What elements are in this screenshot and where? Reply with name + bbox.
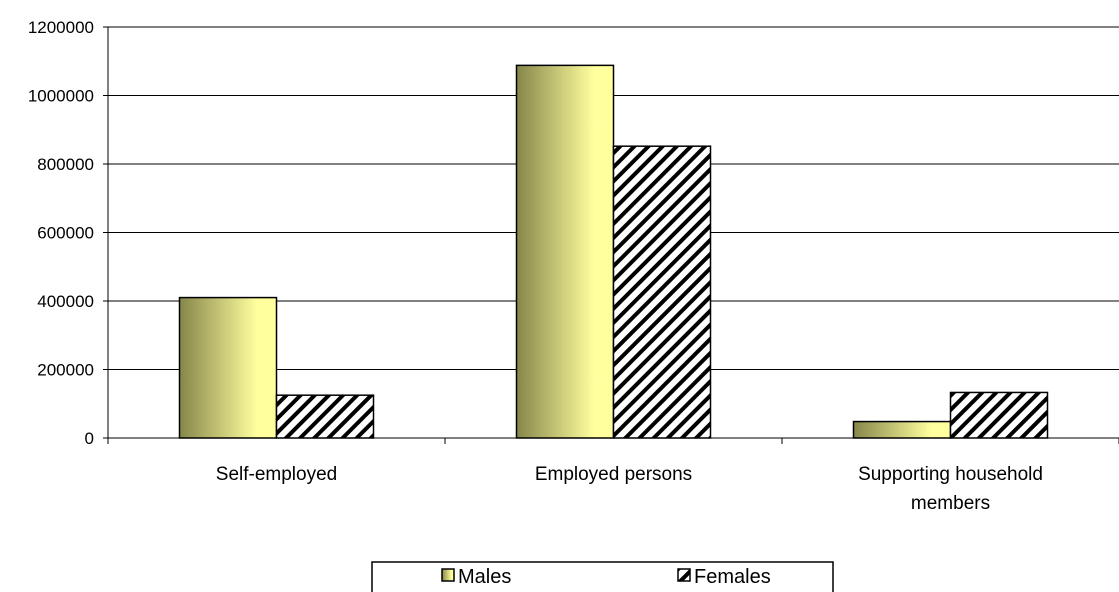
- y-tick-label: 200000: [37, 361, 94, 380]
- bar-males: [852, 420, 952, 439]
- x-category-label: Employed persons: [535, 464, 692, 485]
- x-axis-labels: Self-employed Employed persons Supporting …: [216, 464, 1043, 514]
- legend-swatch-males: [441, 568, 455, 582]
- bars: [178, 64, 1049, 439]
- y-axis-ticks: 0 200000 400000 600000 800000 1000000 1200000: [28, 18, 108, 448]
- bar-females: [949, 391, 1049, 439]
- legend: Males Females: [371, 561, 834, 592]
- bar-females: [612, 145, 712, 439]
- bar-males: [178, 296, 278, 439]
- x-category-label: Self-employed: [216, 464, 337, 485]
- legend-label-males: Males: [458, 566, 511, 588]
- x-category-label: Supporting household members: [858, 464, 1043, 514]
- y-tick-label: 0: [85, 429, 94, 448]
- y-tick-label: 400000: [37, 292, 94, 311]
- y-tick-label: 800000: [37, 155, 94, 174]
- y-tick-label: 1200000: [28, 18, 94, 37]
- y-tick-label: 600000: [37, 224, 94, 243]
- legend-label-females: Females: [694, 566, 771, 588]
- y-tick-label: 1000000: [28, 87, 94, 106]
- legend-box: [371, 561, 834, 592]
- axes: [107, 27, 1119, 444]
- legend-swatch-females: [677, 568, 691, 582]
- bar-males: [515, 64, 615, 439]
- bar-females: [275, 394, 375, 439]
